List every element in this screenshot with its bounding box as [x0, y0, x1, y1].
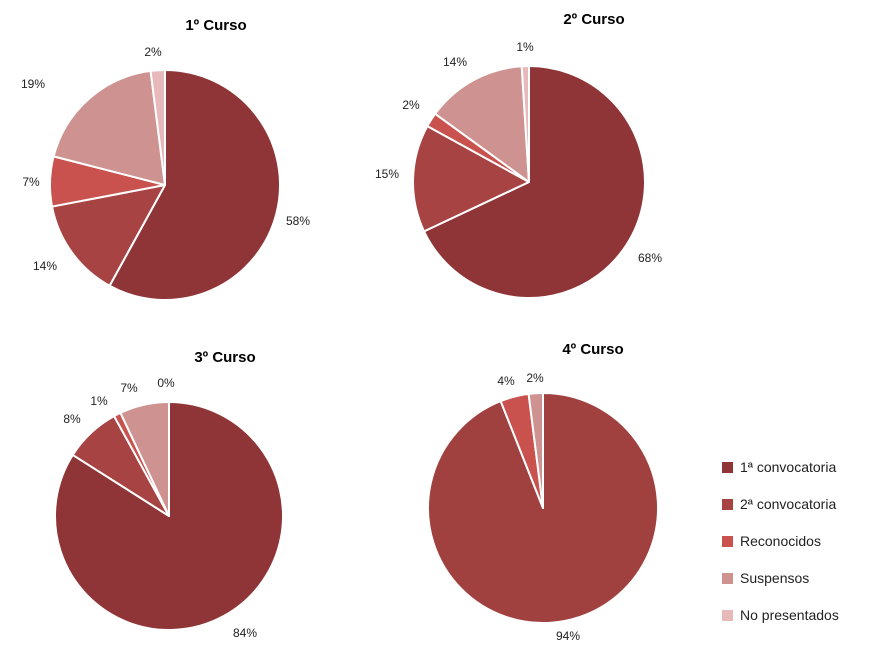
pie-slice	[52, 69, 166, 186]
legend-swatch	[722, 536, 733, 547]
pie-slice	[149, 69, 166, 186]
data-label: 7%	[120, 381, 138, 395]
data-label: 84%	[233, 626, 257, 640]
data-label: 8%	[63, 412, 81, 426]
data-label: 68%	[638, 251, 662, 265]
chart-title-2: 2º Curso	[563, 11, 624, 28]
legend-label: No presentados	[740, 607, 839, 623]
pie-slice	[527, 392, 544, 509]
chart-title-4: 4º Curso	[562, 341, 623, 358]
data-label: 19%	[21, 77, 45, 91]
legend-swatch	[722, 462, 733, 473]
legend-label: Reconocidos	[740, 533, 821, 549]
data-label: 94%	[556, 629, 580, 643]
pie-slice	[51, 184, 166, 287]
data-label: 2%	[144, 45, 162, 59]
data-label: 7%	[22, 175, 40, 189]
pie-slice	[434, 65, 530, 183]
pie-slice	[108, 69, 281, 301]
data-label: 14%	[443, 55, 467, 69]
pie-slice	[423, 65, 646, 299]
pie-slice	[520, 65, 530, 183]
legend-swatch	[722, 499, 733, 510]
pie-slice	[412, 125, 530, 233]
chart-title-1: 1º Curso	[185, 17, 246, 34]
legend-label: 2ª convocatoria	[740, 496, 836, 512]
legend-swatch	[722, 610, 733, 621]
data-label: 58%	[286, 214, 310, 228]
data-label: 4%	[497, 374, 515, 388]
legend-label: Suspensos	[740, 570, 809, 586]
chart-title-3: 3º Curso	[194, 349, 255, 366]
data-label: 1%	[516, 40, 534, 54]
legend-label: 1ª convocatoria	[740, 459, 836, 475]
data-label: 2%	[526, 371, 544, 385]
data-label: 0%	[157, 376, 175, 390]
data-label: 15%	[375, 167, 399, 181]
legend: 1ª convocatoria 2ª convocatoria Reconoci…	[722, 459, 839, 623]
legend-swatch	[722, 573, 733, 584]
data-label: 1%	[90, 394, 108, 408]
data-label: 2%	[402, 98, 420, 112]
data-label: 14%	[33, 259, 57, 273]
